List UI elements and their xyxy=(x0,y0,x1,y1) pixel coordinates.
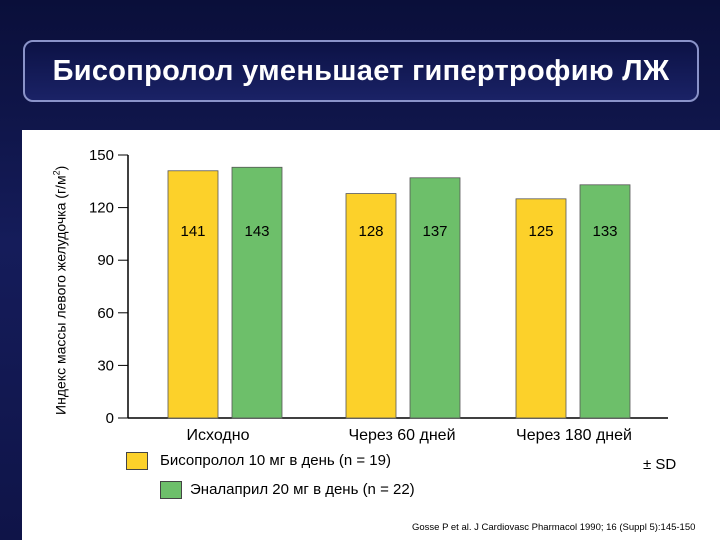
y-tick-label-0: 0 xyxy=(106,410,114,427)
bar-s1-c2 xyxy=(579,184,631,419)
y-tick-label-60: 60 xyxy=(97,305,114,322)
sd-label: ± SD xyxy=(643,456,677,473)
data-label-s0-c1: 128 xyxy=(358,223,383,240)
bar-s0-c1 xyxy=(345,193,397,419)
y-tick-label-120: 120 xyxy=(89,200,114,217)
title-box: Бисопролол уменьшает гипертрофию ЛЖ xyxy=(23,40,699,102)
category-label-2: Через 180 дней xyxy=(516,427,632,444)
category-label-1: Через 60 дней xyxy=(348,427,455,444)
bar-s1-c1 xyxy=(409,177,461,419)
legend-swatch-bisoprolol xyxy=(126,452,148,470)
y-axis-label: Индекс массы левого желудочка (г/м2) xyxy=(51,165,69,415)
legend-swatch-enalapril xyxy=(160,481,182,499)
data-label-s1-c1: 137 xyxy=(422,223,447,240)
data-label-s1-c0: 143 xyxy=(244,223,269,240)
data-label-s0-c0: 141 xyxy=(180,223,205,240)
data-label-s1-c2: 133 xyxy=(592,223,617,240)
legend-label-bisoprolol: Бисопролол 10 мг в день (n = 19) xyxy=(160,452,391,469)
bar-s0-c2 xyxy=(515,198,567,419)
y-tick-label-150: 150 xyxy=(89,147,114,164)
y-tick-label-30: 30 xyxy=(97,357,114,374)
data-label-s0-c2: 125 xyxy=(528,223,553,240)
y-tick-label-90: 90 xyxy=(97,252,114,269)
bar-s0-c0 xyxy=(167,170,219,419)
bar-s1-c0 xyxy=(231,166,283,419)
page-title: Бисопролол уменьшает гипертрофию ЛЖ xyxy=(52,54,670,87)
citation: Gosse P et al. J Cardiovasc Pharmacol 19… xyxy=(412,522,696,533)
category-label-0: Исходно xyxy=(187,427,250,444)
legend-label-enalapril: Эналаприл 20 мг в день (n = 22) xyxy=(190,481,415,498)
